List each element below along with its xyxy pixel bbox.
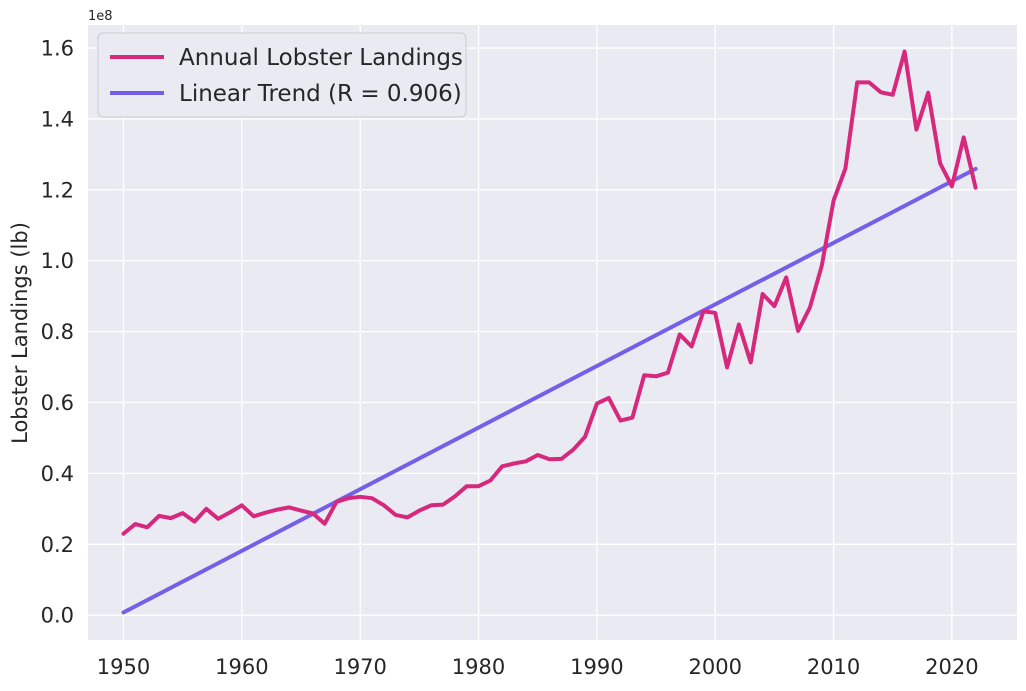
y-scale-label: 1e8 <box>88 9 113 24</box>
y-tick-label: 1.2 <box>41 178 74 202</box>
x-tick-label: 1980 <box>452 655 505 679</box>
y-tick-label: 1.0 <box>41 249 74 273</box>
y-tick-label: 0.6 <box>41 391 74 415</box>
x-tick-label: 1990 <box>570 655 623 679</box>
y-tick-label: 0.0 <box>41 604 74 628</box>
legend-label-landings: Annual Lobster Landings <box>179 45 463 71</box>
legend: Annual Lobster Landings Linear Trend (R … <box>97 32 467 118</box>
landings-line <box>121 49 978 536</box>
x-tick-labels: 1950 1960 1970 1980 1990 2000 2010 2020 <box>97 655 979 679</box>
legend-box <box>97 32 467 118</box>
legend-label-trend: Linear Trend (R = 0.906) <box>179 81 462 107</box>
trend-line <box>121 166 978 615</box>
y-axis-label: Lobster Landings (lb) <box>8 222 32 444</box>
x-tick-label: 1950 <box>97 655 150 679</box>
x-tick-label: 1970 <box>333 655 386 679</box>
y-tick-label: 0.8 <box>41 320 74 344</box>
grid-lines <box>88 25 1017 640</box>
x-tick-label: 2020 <box>925 655 978 679</box>
x-tick-label: 1960 <box>215 655 268 679</box>
y-tick-labels: 0.0 0.2 0.4 0.6 0.8 1.0 1.2 1.4 1.6 <box>41 37 74 628</box>
y-tick-label: 0.4 <box>41 462 74 486</box>
plot-area <box>88 25 1017 640</box>
x-tick-label: 2000 <box>688 655 741 679</box>
series-lines <box>121 49 978 615</box>
x-tick-label: 2010 <box>807 655 860 679</box>
y-tick-label: 1.6 <box>41 37 74 61</box>
y-tick-label: 0.2 <box>41 533 74 557</box>
y-tick-label: 1.4 <box>41 107 74 131</box>
